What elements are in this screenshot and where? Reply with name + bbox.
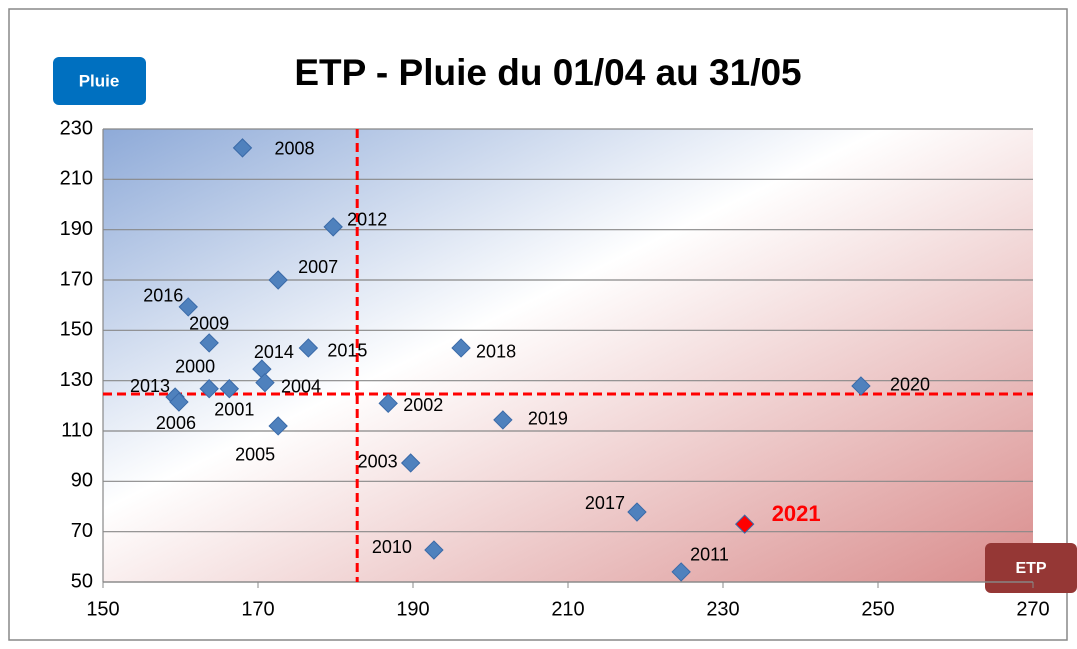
point-label: 2017 (585, 493, 625, 513)
point (219, 379, 240, 399)
point-label: 2013 (130, 376, 170, 396)
point-label: 2010 (372, 537, 412, 557)
point (400, 453, 421, 473)
x-axis-label: ETP (1015, 560, 1046, 577)
point (627, 502, 647, 522)
y-tick-label: 210 (60, 168, 93, 190)
point-label: 2004 (281, 376, 321, 396)
point (268, 416, 288, 436)
point (232, 138, 253, 158)
point-label: 2005 (235, 445, 275, 465)
point (255, 372, 275, 393)
point-label: 2021 (772, 501, 821, 526)
point (199, 379, 219, 399)
point (199, 333, 219, 353)
point-label: 2007 (298, 257, 338, 277)
y-tick-label: 150 (60, 319, 93, 341)
x-tick-label: 250 (861, 598, 894, 620)
point (268, 270, 288, 290)
x-tick-label: 190 (396, 598, 429, 620)
x-tick-label: 150 (86, 598, 119, 620)
point-label: 2018 (476, 342, 516, 362)
y-tick-label: 170 (60, 268, 93, 290)
point-label: 2003 (358, 452, 398, 472)
point (451, 338, 471, 358)
point (851, 376, 871, 396)
x-tick-label: 170 (241, 598, 274, 620)
x-tick-label: 210 (551, 598, 584, 620)
plot-area (103, 129, 1033, 582)
x-tick-label: 270 (1016, 598, 1049, 620)
y-tick-label: 190 (60, 218, 93, 240)
point-label: 2014 (254, 342, 294, 362)
point (493, 410, 513, 430)
x-badge (985, 543, 1077, 593)
point-label: 2015 (327, 341, 367, 361)
point-label: 2012 (347, 210, 387, 230)
point-label: 2011 (690, 545, 729, 565)
y-axis-label: Pluie (79, 71, 120, 90)
point-label: 2019 (528, 409, 568, 429)
y-tick-label: 50 (71, 570, 93, 592)
point-label: 2000 (175, 356, 215, 376)
point (178, 297, 198, 317)
point-label: 2020 (890, 375, 930, 395)
y-tick-label: 70 (71, 520, 93, 542)
point-label: 2016 (143, 286, 183, 306)
y-tick-label: 130 (60, 369, 93, 391)
y-tick-label: 230 (60, 117, 93, 139)
point-label: 2001 (214, 399, 254, 419)
y-tick-label: 110 (61, 419, 93, 441)
point (323, 217, 343, 237)
point (298, 338, 319, 358)
y-tick-label: 90 (71, 470, 93, 492)
point-label: 2009 (189, 314, 229, 334)
point-label: 2008 (275, 139, 315, 159)
point (169, 392, 189, 412)
point-label: 2002 (403, 395, 443, 415)
x-tick-label: 230 (706, 598, 739, 620)
point (734, 514, 755, 534)
y-badge (53, 57, 146, 105)
point (378, 393, 398, 414)
point-label: 2006 (156, 413, 196, 433)
chart-title: ETP - Pluie du 01/04 au 31/05 (294, 52, 801, 93)
point (424, 540, 444, 560)
point (671, 562, 691, 582)
